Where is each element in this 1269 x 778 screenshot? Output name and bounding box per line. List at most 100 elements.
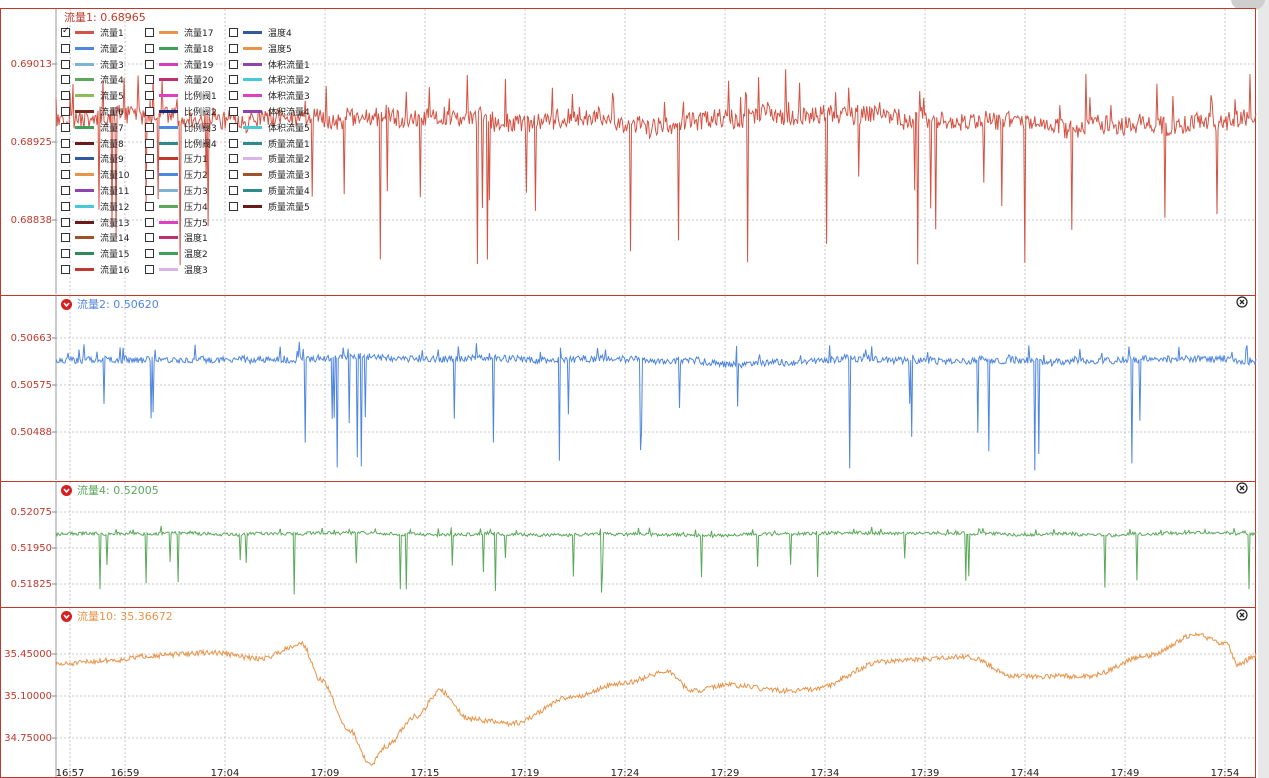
close-circle-icon[interactable] <box>1236 482 1248 494</box>
legend-item[interactable]: 流量17 <box>145 25 213 40</box>
legend-checkbox[interactable] <box>61 122 70 132</box>
legend-checkbox[interactable] <box>61 217 70 227</box>
legend-item[interactable]: 体积流量2 <box>229 72 310 87</box>
legend-item[interactable]: 流量10 <box>61 167 129 182</box>
collapse-down-icon[interactable] <box>61 298 72 310</box>
legend-item[interactable]: 体积流量4 <box>229 104 310 119</box>
legend-item[interactable]: 流量1 <box>61 25 124 40</box>
legend-checkbox[interactable] <box>61 265 70 274</box>
legend-checkbox[interactable] <box>229 138 238 148</box>
legend-label: 流量4 <box>100 76 124 87</box>
legend-checkbox[interactable] <box>61 75 70 85</box>
legend-item[interactable]: 温度3 <box>145 262 208 277</box>
legend-item[interactable]: 流量7 <box>61 120 124 135</box>
legend-checkbox[interactable] <box>145 28 154 37</box>
legend-item[interactable]: 流量5 <box>61 88 124 103</box>
legend-checkbox[interactable] <box>145 91 154 101</box>
legend-checkbox[interactable] <box>145 75 154 85</box>
legend-item[interactable]: 温度2 <box>145 246 208 261</box>
legend-item[interactable]: 流量3 <box>61 57 124 72</box>
legend-checkbox[interactable] <box>61 154 70 164</box>
legend-item[interactable]: 流量6 <box>61 104 124 119</box>
legend-checkbox[interactable] <box>229 201 238 211</box>
legend-swatch <box>159 46 178 50</box>
legend-item[interactable]: 压力5 <box>145 215 208 230</box>
legend-checkbox[interactable] <box>145 43 154 53</box>
legend-checkbox[interactable] <box>61 91 70 101</box>
legend-item[interactable]: 体积流量3 <box>229 88 310 103</box>
legend-checkbox[interactable] <box>145 170 154 180</box>
legend-checkbox[interactable] <box>61 107 70 116</box>
collapse-down-icon[interactable] <box>61 484 72 496</box>
legend-checkbox[interactable] <box>229 186 238 195</box>
legend-item[interactable]: 体积流量1 <box>229 57 310 72</box>
legend-item[interactable]: 流量8 <box>61 136 124 151</box>
legend-checkbox[interactable] <box>145 59 154 69</box>
legend-checkbox[interactable] <box>145 186 154 195</box>
legend-item[interactable]: 体积流量5 <box>229 120 310 135</box>
legend-checkbox[interactable] <box>61 26 70 37</box>
legend-item[interactable]: 质量流量2 <box>229 151 310 166</box>
legend-checkbox[interactable] <box>61 233 70 243</box>
legend-checkbox[interactable] <box>61 43 70 53</box>
legend-checkbox[interactable] <box>229 154 238 164</box>
legend-checkbox[interactable] <box>229 75 238 85</box>
legend-checkbox[interactable] <box>61 170 70 180</box>
legend-item[interactable]: 流量20 <box>145 72 213 87</box>
legend-item[interactable]: 质量流量5 <box>229 199 310 214</box>
legend-checkbox[interactable] <box>229 170 238 180</box>
legend-checkbox[interactable] <box>61 249 70 259</box>
close-circle-icon[interactable] <box>1236 296 1248 308</box>
legend-checkbox[interactable] <box>229 91 238 101</box>
close-circle-icon[interactable] <box>1236 609 1248 621</box>
legend-checkbox[interactable] <box>61 186 70 195</box>
legend-checkbox[interactable] <box>145 217 154 227</box>
legend-item[interactable]: 流量4 <box>61 72 124 87</box>
legend-label: 压力2 <box>184 171 208 182</box>
window-corner-button[interactable] <box>1231 0 1265 10</box>
legend-item[interactable]: 流量19 <box>145 57 213 72</box>
legend-item[interactable]: 比例阀2 <box>145 104 217 119</box>
legend-checkbox[interactable] <box>145 249 154 259</box>
legend-checkbox[interactable] <box>61 201 70 211</box>
collapse-down-icon[interactable] <box>61 610 72 622</box>
legend-item[interactable]: 流量18 <box>145 41 213 56</box>
legend-checkbox[interactable] <box>229 28 238 37</box>
legend-item[interactable]: 流量9 <box>61 151 124 166</box>
legend-item[interactable]: 质量流量4 <box>229 183 310 198</box>
legend-checkbox[interactable] <box>145 138 154 148</box>
legend-checkbox[interactable] <box>145 233 154 243</box>
legend-item[interactable]: 压力1 <box>145 151 208 166</box>
legend-item[interactable]: 压力4 <box>145 199 208 214</box>
legend-item[interactable]: 流量12 <box>61 199 129 214</box>
legend-item[interactable]: 质量流量3 <box>229 167 310 182</box>
legend-checkbox[interactable] <box>145 154 154 164</box>
legend-item[interactable]: 压力2 <box>145 167 208 182</box>
legend-checkbox[interactable] <box>229 122 238 132</box>
legend-item[interactable]: 流量15 <box>61 246 129 261</box>
legend-checkbox[interactable] <box>229 107 238 116</box>
legend-checkbox[interactable] <box>145 122 154 132</box>
legend-item[interactable]: 质量流量1 <box>229 136 310 151</box>
legend-item[interactable]: 温度5 <box>229 41 292 56</box>
legend-checkbox[interactable] <box>145 201 154 211</box>
legend-checkbox[interactable] <box>61 59 70 69</box>
x-tick-label: 17:34 <box>811 768 840 778</box>
legend-item[interactable]: 比例阀4 <box>145 136 217 151</box>
legend-item[interactable]: 压力3 <box>145 183 208 198</box>
legend-item[interactable]: 流量2 <box>61 41 124 56</box>
legend-checkbox[interactable] <box>145 107 154 116</box>
legend-item[interactable]: 温度1 <box>145 230 208 245</box>
legend-item[interactable]: 温度4 <box>229 25 292 40</box>
legend-checkbox[interactable] <box>229 43 238 53</box>
legend-item[interactable]: 流量14 <box>61 230 129 245</box>
legend-item[interactable]: 比例阀1 <box>145 88 217 103</box>
legend-item[interactable]: 流量11 <box>61 183 129 198</box>
legend-item[interactable]: 流量16 <box>61 262 129 277</box>
legend-checkbox[interactable] <box>61 138 70 148</box>
legend-checkbox[interactable] <box>145 265 154 274</box>
legend-item[interactable]: 流量13 <box>61 215 129 230</box>
chart-panel-flow1 <box>0 8 1256 296</box>
legend-checkbox[interactable] <box>229 59 238 69</box>
legend-item[interactable]: 比例阀3 <box>145 120 217 135</box>
